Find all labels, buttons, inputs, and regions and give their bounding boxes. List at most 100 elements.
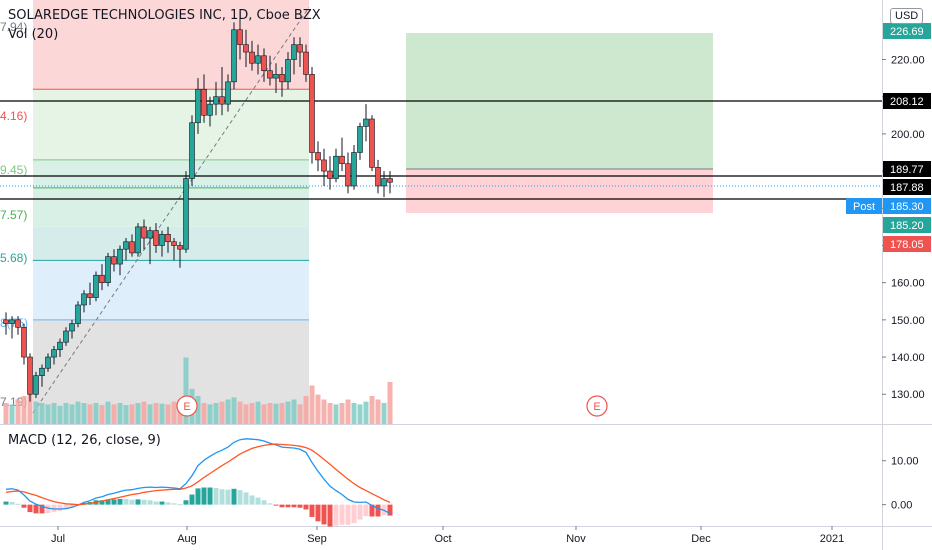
- candle: [99, 274, 105, 283]
- volume-bar: [147, 404, 153, 424]
- volume-bar: [285, 401, 291, 424]
- price-tag-label: 208.12: [890, 96, 924, 108]
- volume-bar: [27, 385, 33, 424]
- price-tag: [883, 23, 931, 39]
- macd-histogram-bar: [357, 504, 363, 520]
- macd-histogram-bar: [189, 494, 195, 505]
- macd-histogram-bar: [387, 504, 393, 516]
- macd-histogram-bar: [333, 504, 339, 526]
- price-tick-label: 140.00: [891, 352, 925, 364]
- candle: [21, 326, 27, 358]
- candle: [183, 178, 189, 250]
- volume-bar: [291, 399, 297, 424]
- candle: [129, 241, 135, 254]
- time-tick-label: Sep: [307, 533, 327, 545]
- macd-histogram-bar: [45, 504, 51, 513]
- price-tag-label: 185.20: [890, 220, 924, 232]
- macd-histogram-bar: [363, 504, 369, 517]
- volume-bar: [105, 401, 111, 424]
- macd-histogram-bar: [261, 500, 267, 505]
- price-tag: [883, 93, 931, 109]
- macd-histogram-bar: [183, 500, 189, 505]
- candle: [273, 74, 279, 79]
- macd-histogram-bar: [213, 487, 219, 505]
- macd-histogram-bar: [105, 499, 111, 505]
- fib-level-label: 9.45): [0, 163, 27, 177]
- candle: [309, 74, 315, 153]
- macd-histogram-bar: [201, 487, 207, 505]
- candle: [345, 163, 351, 187]
- volume-bar: [225, 399, 231, 424]
- fib-band: [33, 89, 309, 160]
- price-tag: [883, 236, 931, 252]
- candle: [111, 256, 117, 265]
- volume-bar: [315, 394, 321, 424]
- volume-bar: [87, 404, 93, 424]
- volume-bar: [57, 405, 63, 424]
- macd-histogram-bar: [63, 504, 69, 510]
- candle: [303, 51, 309, 75]
- macd-histogram-bar: [141, 499, 147, 505]
- macd-histogram-bar: [3, 501, 9, 505]
- candle: [75, 304, 81, 324]
- time-tick-label: 2021: [820, 533, 844, 545]
- candle: [33, 375, 39, 395]
- price-tag-label: 189.77: [890, 164, 924, 176]
- volume-bar: [93, 403, 99, 424]
- macd-histogram-bar: [255, 497, 261, 505]
- candle: [321, 159, 327, 172]
- volume-bar: [195, 396, 201, 424]
- candle: [153, 230, 159, 246]
- volume-bar: [171, 401, 177, 424]
- candle: [39, 367, 45, 376]
- macd-histogram-bar: [69, 504, 75, 508]
- volume-bar: [201, 403, 207, 424]
- volume-bar: [3, 403, 9, 424]
- volume-bar: [267, 403, 273, 424]
- macd-histogram-bar: [21, 504, 27, 508]
- macd-histogram-bar: [273, 504, 279, 506]
- price-tick-label: 130.00: [891, 389, 925, 401]
- volume-bar: [165, 404, 171, 424]
- candle: [255, 55, 261, 64]
- fib-band: [33, 226, 309, 261]
- volume-bar: [21, 396, 27, 424]
- candle: [87, 293, 93, 298]
- candle: [45, 356, 51, 369]
- volume-bar: [135, 403, 141, 424]
- volume-bar: [183, 357, 189, 424]
- macd-histogram-bar: [309, 504, 315, 517]
- macd-histogram-bar: [15, 503, 21, 505]
- volume-bar: [39, 403, 45, 424]
- currency-button[interactable]: USD: [890, 8, 924, 24]
- macd-histogram-bar: [267, 503, 273, 505]
- candle: [135, 226, 141, 254]
- volume-bar: [261, 404, 267, 424]
- earnings-marker: E: [586, 395, 608, 417]
- fib-band: [33, 260, 309, 320]
- macd-histogram-bar: [117, 498, 123, 505]
- volume-bar: [273, 403, 279, 424]
- fib-level-label: 7.57): [0, 208, 27, 222]
- macd-histogram-bar: [291, 504, 297, 508]
- candle: [267, 70, 273, 79]
- volume-bar: [357, 404, 363, 424]
- volume-bar: [297, 404, 303, 424]
- macd-histogram-bar: [33, 504, 39, 514]
- price-tag-label: 187.88: [890, 182, 924, 194]
- earnings-circle: [176, 395, 198, 417]
- macd-histogram-bar: [237, 490, 243, 505]
- macd-histogram-bar: [195, 488, 201, 505]
- volume-bar: [255, 401, 261, 424]
- macd-histogram-bar: [111, 499, 117, 505]
- macd-histogram-bar: [345, 504, 351, 525]
- candle: [93, 274, 99, 298]
- time-tick-label: Aug: [177, 533, 197, 545]
- candle: [117, 248, 123, 265]
- candle: [171, 241, 177, 246]
- volume-bar: [363, 401, 369, 424]
- candle: [285, 59, 291, 83]
- price-tag: [883, 161, 931, 177]
- earnings-label: E: [593, 401, 600, 413]
